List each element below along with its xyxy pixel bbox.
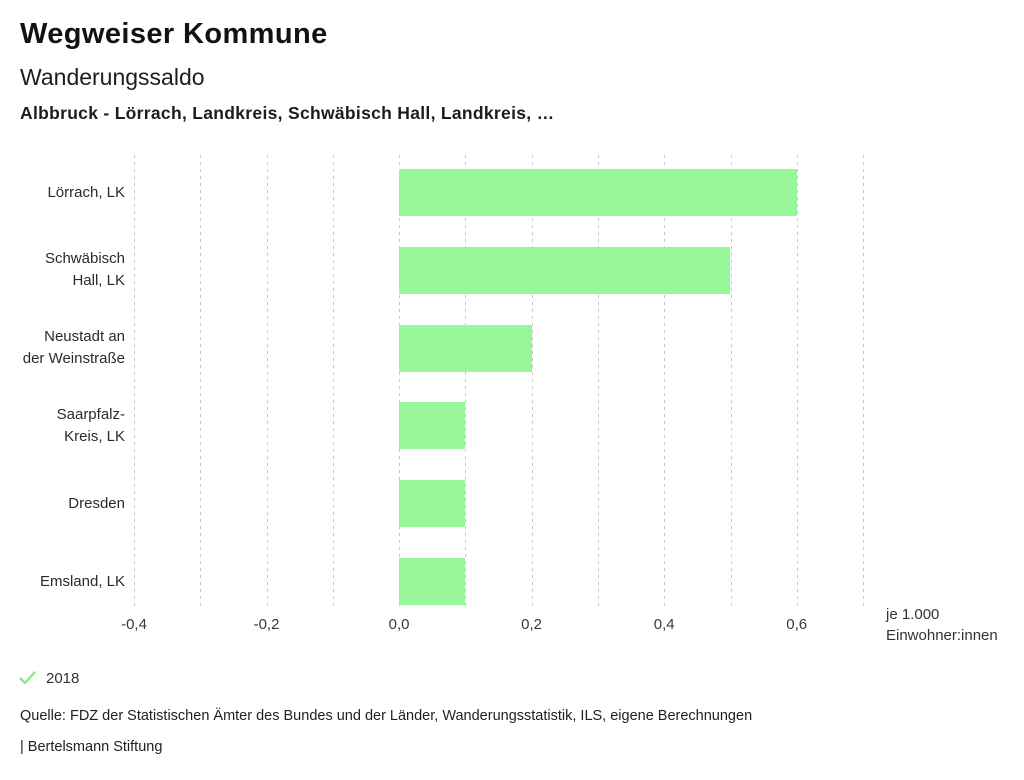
source-note: Quelle: FDZ der Statistischen Ämter des … [20, 708, 753, 724]
bar-neustadt-an-der-weinstraße[interactable] [399, 324, 532, 372]
gridline [730, 155, 732, 610]
category-label: Schwäbisch Hall, LK [44, 250, 125, 290]
x-tick-label: 0,0 [388, 616, 410, 633]
plot-area [134, 155, 864, 610]
category-label: Dresden [68, 494, 125, 512]
gridline [200, 155, 202, 610]
x-tick-label: -0,4 [121, 616, 147, 633]
gridline [664, 155, 666, 610]
bar-lörrach,-lk[interactable] [399, 169, 797, 216]
legend-label: 2018 [46, 669, 80, 687]
category-axis: Lörrach, LK Schwäbisch Hall, LK Neustadt a… [0, 155, 125, 610]
x-tick-label: 0,6 [786, 616, 808, 633]
x-axis-unit-label: je 1.000 Einwohner:innen [886, 606, 998, 644]
gridline [863, 155, 864, 610]
gridline [399, 155, 401, 610]
bar-dresden[interactable] [399, 480, 466, 528]
category-label: Neustadt an der Weinstraße [22, 328, 125, 368]
bar-emsland,-lk[interactable] [399, 558, 466, 605]
app-title: Wegweiser Kommune [20, 18, 328, 50]
category-label: Saarpfalz- Kreis, LK [56, 405, 125, 445]
x-tick-label: 0,4 [653, 616, 675, 633]
bar-saarpfalz--kreis,-lk[interactable] [399, 402, 466, 450]
selected-municipalities: Albbruck - Lörrach, Landkreis, Schwäbisc… [20, 103, 555, 123]
gridline [465, 155, 467, 610]
gridline [597, 155, 599, 610]
gridline [332, 155, 334, 610]
chart-title: Wanderungssaldo [20, 64, 205, 90]
gridline [531, 155, 533, 610]
bar-schwäbisch-hall,-lk[interactable] [399, 246, 731, 294]
x-tick-label: -0,2 [253, 616, 280, 633]
gridline [134, 155, 135, 610]
gridline [796, 155, 798, 610]
check-icon [19, 671, 36, 685]
x-axis-ticks: -0,4 -0,2 0,0 0,2 0,4 0,6 [121, 616, 863, 636]
attribution: | Bertelsmann Stiftung [20, 739, 163, 755]
category-label: Emsland, LK [39, 572, 125, 590]
gridline [266, 155, 268, 610]
legend-item-2018[interactable]: 2018 [19, 668, 79, 688]
category-label: Lörrach, LK [47, 183, 125, 201]
x-tick-label: 0,2 [521, 616, 543, 633]
